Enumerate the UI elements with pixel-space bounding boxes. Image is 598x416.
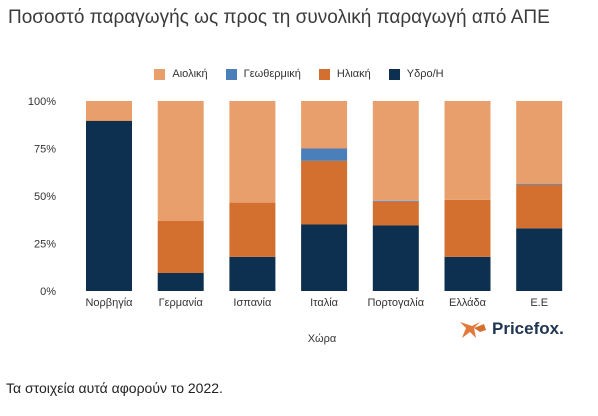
bar-segment xyxy=(516,184,563,229)
footnote: Τα στοιχεία αυτά αφορούν το 2022. xyxy=(6,380,223,396)
legend-label: Υδρο/Η xyxy=(406,68,444,80)
bar-segment xyxy=(301,148,348,161)
chart-title: Ποσοστό παραγωγής ως προς τη συνολική πα… xyxy=(8,7,550,28)
bar-segment xyxy=(301,160,348,225)
bar-segment xyxy=(444,256,491,291)
x-tick-label: Ισπανία xyxy=(233,297,272,309)
legend-label: Γεωθερμική xyxy=(243,68,301,80)
x-tick-label: Πορτογαλία xyxy=(367,297,424,309)
bar-segment xyxy=(372,225,419,291)
pricefox-logo: Pricefox. xyxy=(458,318,564,340)
legend-swatch xyxy=(318,68,330,80)
bar-segment xyxy=(86,101,132,121)
legend-label: Αιολική xyxy=(172,68,208,80)
legend-swatch xyxy=(225,68,237,80)
bar-segment xyxy=(301,101,348,149)
bar-segment xyxy=(157,101,204,221)
bar-segment xyxy=(444,199,491,257)
legend-swatch xyxy=(154,68,166,80)
bar-segment xyxy=(86,120,132,292)
y-tick-label: 50% xyxy=(34,191,56,203)
x-tick-label: Γερμανία xyxy=(159,297,204,309)
legend-item: Υδρο/Η xyxy=(388,68,444,80)
y-tick-label: 0% xyxy=(40,286,56,298)
legend-label: Ηλιακή xyxy=(336,68,371,80)
x-tick-label: Ελλάδα xyxy=(449,297,487,309)
x-tick-label: Ιταλία xyxy=(310,297,339,309)
y-tick-label: 100% xyxy=(28,96,56,108)
legend-item: Ηλιακή xyxy=(318,68,371,80)
bar-segment xyxy=(229,101,276,203)
bar-segment xyxy=(229,256,276,291)
bar-segment xyxy=(229,202,276,257)
bar-segment xyxy=(516,183,563,185)
bar-segment xyxy=(372,201,419,226)
x-tick-label: Νορβηγία xyxy=(85,297,133,309)
chart-legend: Αιολική Γεωθερμική Ηλιακή Υδρο/Η xyxy=(0,68,598,83)
fox-icon xyxy=(460,322,486,338)
bar-segment xyxy=(157,220,204,273)
brand-name: Pricefox. xyxy=(492,319,564,338)
bar-segment xyxy=(444,101,491,200)
legend-item: Γεωθερμική xyxy=(225,68,301,80)
legend-swatch xyxy=(388,68,400,80)
bar-segment xyxy=(516,228,563,291)
x-axis-title: Χώρα xyxy=(308,333,337,345)
legend-item: Αιολική xyxy=(154,68,208,80)
bar-segment xyxy=(301,224,348,291)
bar-segment xyxy=(516,101,563,184)
bar-segment xyxy=(372,101,419,201)
bar-segment xyxy=(157,272,204,291)
y-tick-label: 25% xyxy=(34,239,56,251)
x-tick-label: Ε.Ε xyxy=(530,297,548,309)
bar-segment xyxy=(372,200,419,202)
y-tick-label: 75% xyxy=(34,144,56,156)
